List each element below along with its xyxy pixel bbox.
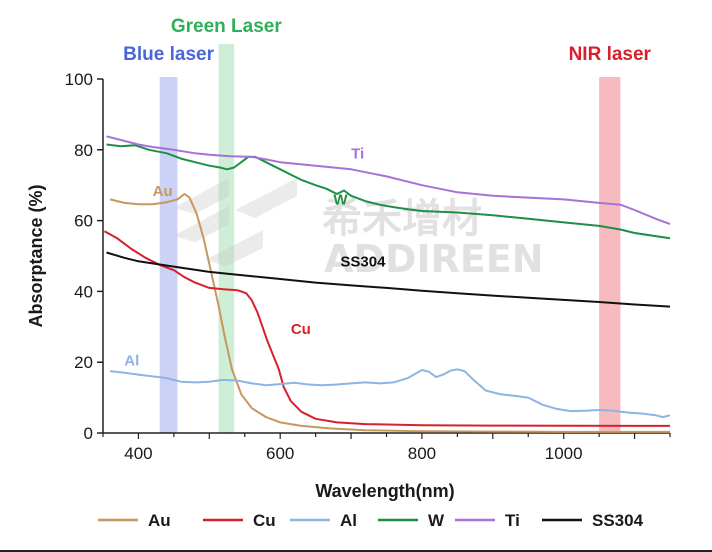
legend-label-cu: Cu	[253, 511, 276, 530]
x-tick-label: 400	[124, 444, 152, 463]
legend: Au Cu Al W Ti SS304	[98, 511, 644, 530]
y-tick-label: 100	[65, 70, 93, 89]
y-tick-label: 0	[84, 424, 93, 443]
laser-label-nir-laser: NIR laser	[569, 44, 652, 65]
series-annotation-au: Au	[153, 183, 173, 200]
y-tick-label: 80	[74, 141, 93, 160]
legend-label-w: W	[428, 511, 445, 530]
series-line-cu	[103, 230, 671, 427]
addireen-watermark: 希禾增材 ADDIREEN	[173, 178, 544, 281]
y-tick-label: 60	[74, 212, 93, 231]
series-line-w	[106, 143, 671, 240]
y-axis-title: Absorptance (%)	[26, 184, 46, 327]
series-line-al	[109, 368, 671, 419]
legend-label-al: Al	[340, 511, 357, 530]
ticks: 0 20 40 60 80 100 400 600 800 1000	[65, 70, 671, 463]
laser-label-blue-laser: Blue laser	[123, 44, 214, 65]
legend-label-au: Au	[148, 511, 171, 530]
legend-label-ss304: SS304	[592, 511, 644, 530]
y-tick-label: 20	[74, 353, 93, 372]
x-tick-label: 800	[408, 444, 436, 463]
x-tick-label: 1000	[545, 444, 583, 463]
laser-label-green-laser: Green Laser	[171, 16, 282, 37]
x-axis-title: Wavelength(nm)	[315, 481, 454, 501]
x-tick-label: 600	[266, 444, 294, 463]
series-annotations: Au Cu Al W Ti SS304	[124, 146, 386, 370]
series-line-ss304	[106, 251, 671, 308]
series-line-au	[109, 193, 670, 433]
watermark-chinese: 希禾增材	[322, 196, 482, 242]
series-annotation-ti: Ti	[351, 146, 364, 163]
series-annotation-cu: Cu	[291, 321, 311, 338]
laser-band-nir-laser	[599, 77, 621, 433]
legend-label-ti: Ti	[505, 511, 520, 530]
y-tick-label: 40	[74, 282, 93, 301]
series-line-ti	[106, 135, 671, 226]
series-annotation-w: W	[333, 192, 348, 209]
series-annotation-ss304: SS304	[340, 254, 386, 271]
series-lines	[103, 135, 671, 433]
series-annotation-al: Al	[124, 353, 139, 370]
laser-band-blue-laser	[159, 77, 178, 433]
laser-band-green-laser	[218, 44, 235, 433]
watermark-english: ADDIREEN	[324, 237, 544, 281]
bottom-rule	[0, 550, 712, 552]
laser-bands: Blue laser Green Laser NIR laser	[123, 16, 652, 433]
